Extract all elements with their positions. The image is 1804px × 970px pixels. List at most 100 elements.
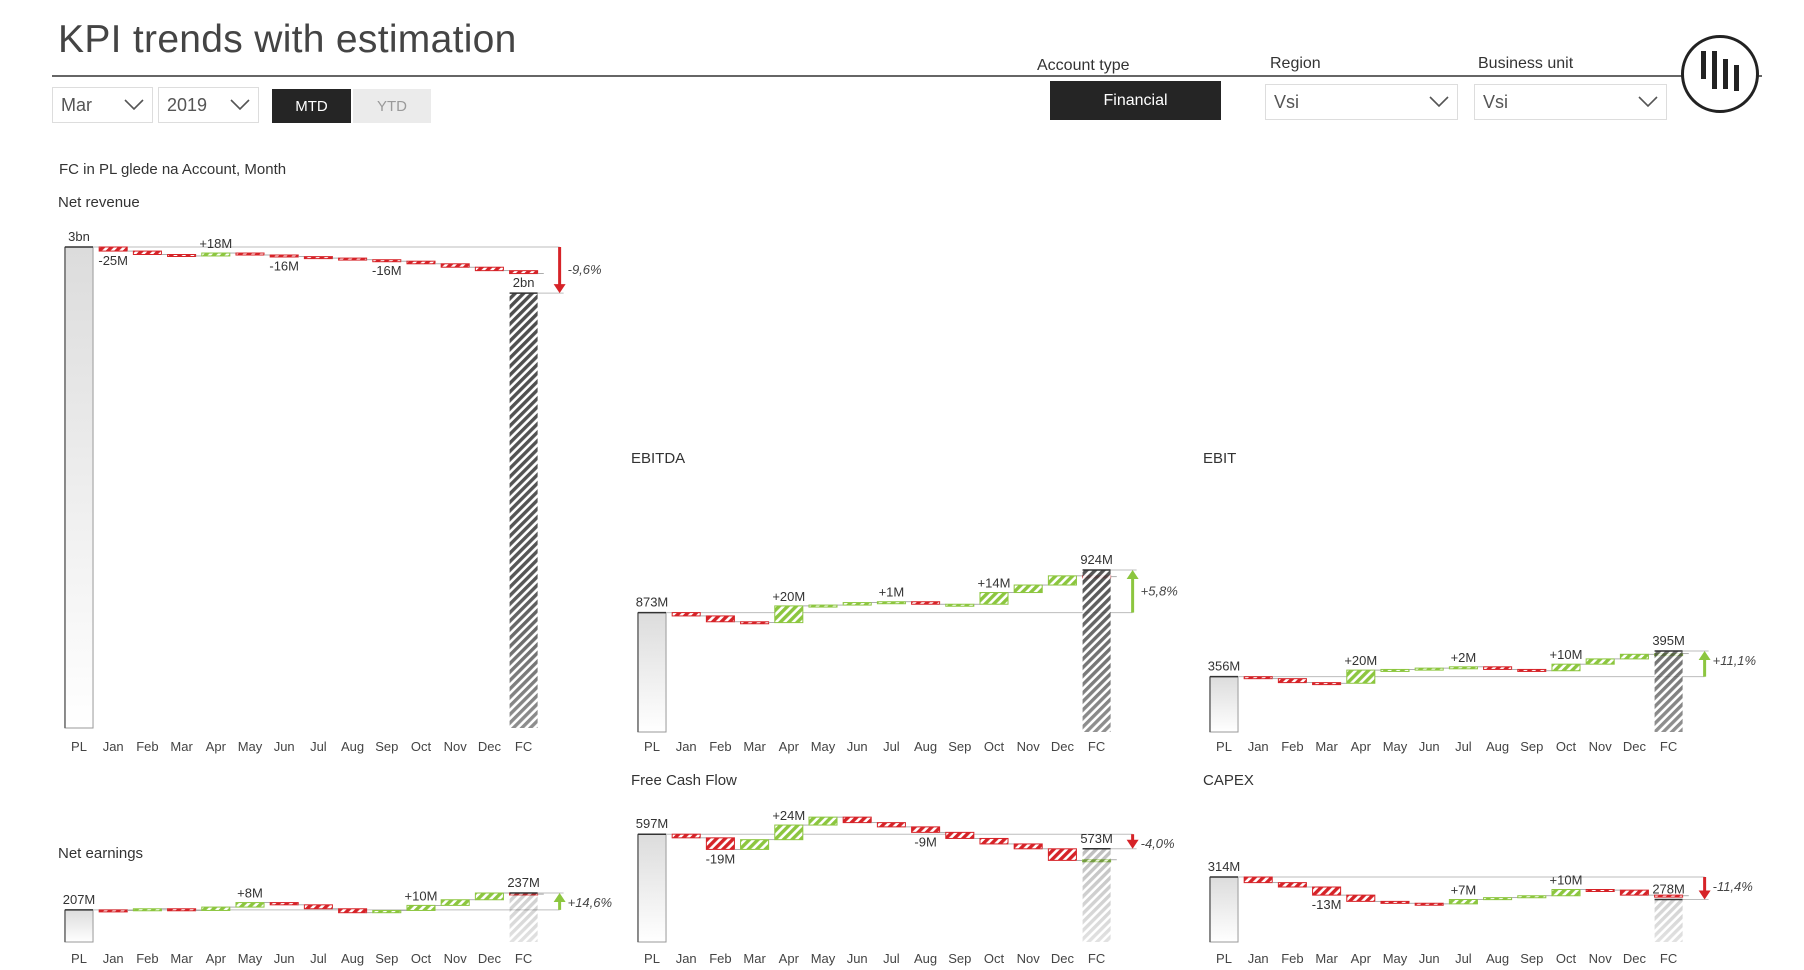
x-tick-label-oct: Oct <box>411 951 432 966</box>
x-tick-label-sep: Sep <box>1520 951 1543 966</box>
ytd-button[interactable]: YTD <box>353 89 431 123</box>
x-tick-label-fc: FC <box>1660 739 1677 754</box>
delta-bar-apr <box>774 605 804 624</box>
variance-arrow-head <box>553 893 566 902</box>
account-type-label: Account type <box>1037 57 1130 74</box>
fc-value-label: 395M <box>1652 633 1685 648</box>
pl-bar <box>64 909 94 943</box>
x-tick-label-dec: Dec <box>1623 739 1647 754</box>
delta-bar-mar <box>167 254 197 258</box>
delta-bar-nov <box>1013 843 1043 850</box>
delta-bar-jun <box>269 902 299 906</box>
delta-bar-oct <box>1551 889 1581 897</box>
x-tick-label-oct: Oct <box>984 951 1005 966</box>
delta-label-jul: +1M <box>879 585 905 600</box>
month-dropdown[interactable]: Mar <box>52 87 153 123</box>
delta-bar-sep <box>945 603 975 607</box>
pl-value-label: 356M <box>1208 659 1241 674</box>
variance-label: -4,0% <box>1141 836 1175 851</box>
delta-bar-dec <box>474 892 504 901</box>
delta-bar-jun <box>1414 667 1444 671</box>
delta-bar-apr <box>201 252 231 257</box>
delta-label-apr: +24M <box>772 808 805 823</box>
delta-bar-nov <box>440 899 470 906</box>
delta-bar-apr <box>1346 669 1376 684</box>
delta-bar-may <box>235 902 265 908</box>
x-tick-label-jul: Jul <box>1455 951 1472 966</box>
chevron-down-icon <box>230 99 250 111</box>
chevron-down-icon <box>1429 96 1449 108</box>
fc-value-label: 278M <box>1652 882 1685 897</box>
x-tick-label-fc: FC <box>1088 951 1105 966</box>
delta-bar-dec <box>474 266 504 272</box>
delta-label-aug: -9M <box>914 834 936 849</box>
x-tick-label-sep: Sep <box>375 951 398 966</box>
variance-arrow-head <box>1698 651 1711 660</box>
fc-bar <box>1654 651 1683 732</box>
delta-bar-sep <box>1517 895 1547 899</box>
fc-bar <box>1082 570 1111 732</box>
delta-bar-jul <box>1448 899 1478 905</box>
delta-bar-apr <box>1346 894 1376 902</box>
delta-bar-feb <box>132 250 162 256</box>
delta-bar-oct <box>979 592 1009 605</box>
delta-bar-may <box>808 604 838 608</box>
x-tick-label-oct: Oct <box>1556 951 1577 966</box>
x-tick-label-nov: Nov <box>1589 739 1613 754</box>
delta-bar-oct <box>1551 663 1581 672</box>
variance-arrow-head <box>553 284 566 294</box>
brand-logo-icon <box>1681 35 1759 113</box>
delta-bar-aug <box>338 908 368 914</box>
variance-arrow-head <box>1698 890 1711 900</box>
x-tick-label-jul: Jul <box>1455 739 1472 754</box>
x-tick-label-apr: Apr <box>779 951 800 966</box>
x-tick-label-apr: Apr <box>779 739 800 754</box>
pl-value-label: 873M <box>636 595 669 610</box>
account-type-financial-button[interactable]: Financial <box>1050 81 1221 120</box>
business-unit-dropdown[interactable]: Vsi <box>1474 84 1667 120</box>
x-tick-label-apr: Apr <box>1351 739 1372 754</box>
x-tick-label-jan: Jan <box>1248 739 1269 754</box>
x-tick-label-jun: Jun <box>1419 739 1440 754</box>
x-tick-label-dec: Dec <box>478 739 502 754</box>
x-tick-label-pl: PL <box>644 739 660 754</box>
x-tick-label-jan: Jan <box>676 739 697 754</box>
delta-bar-nov <box>1585 658 1615 665</box>
x-tick-label-sep: Sep <box>375 739 398 754</box>
pl-value-label: 3bn <box>68 229 90 244</box>
pl-value-label: 597M <box>636 816 669 831</box>
x-tick-label-nov: Nov <box>444 739 468 754</box>
delta-bar-nov <box>1585 889 1615 892</box>
fc-bar <box>1082 848 1111 942</box>
x-tick-label-feb: Feb <box>1281 951 1303 966</box>
chart-title-net-earnings: Net earnings <box>58 845 144 862</box>
x-tick-label-fc: FC <box>1088 739 1105 754</box>
x-tick-label-jan: Jan <box>1248 951 1269 966</box>
delta-bar-feb <box>705 837 735 850</box>
x-tick-label-jul: Jul <box>310 951 327 966</box>
x-tick-label-feb: Feb <box>709 739 731 754</box>
mtd-button[interactable]: MTD <box>272 89 351 123</box>
delta-label-apr: +20M <box>1344 653 1377 668</box>
pl-bar <box>637 833 667 943</box>
x-tick-label-sep: Sep <box>948 739 971 754</box>
delta-bar-nov <box>1013 584 1043 594</box>
delta-bar-jul <box>303 256 333 260</box>
x-tick-label-feb: Feb <box>709 951 731 966</box>
x-tick-label-fc: FC <box>515 739 532 754</box>
x-tick-label-jul: Jul <box>310 739 327 754</box>
month-value: Mar <box>61 94 92 115</box>
delta-bar-jul <box>1448 666 1478 670</box>
x-tick-label-aug: Aug <box>914 739 937 754</box>
region-dropdown[interactable]: Vsi <box>1265 84 1458 120</box>
x-tick-label-mar: Mar <box>1315 951 1338 966</box>
delta-bar-feb <box>1277 678 1307 684</box>
delta-bar-jul <box>303 904 333 910</box>
year-dropdown[interactable]: 2019 <box>158 87 259 123</box>
variance-label: -11,4% <box>1713 879 1753 894</box>
waterfall-chart-net-earnings: 207M +8M +10M 237M +14,6% PL Jan Feb Mar Apr May Ju… <box>63 875 612 966</box>
delta-label-oct: +14M <box>978 576 1011 591</box>
delta-bar-jun <box>842 602 872 606</box>
variance-label: +11,1% <box>1713 653 1757 668</box>
x-tick-label-mar: Mar <box>170 739 193 754</box>
